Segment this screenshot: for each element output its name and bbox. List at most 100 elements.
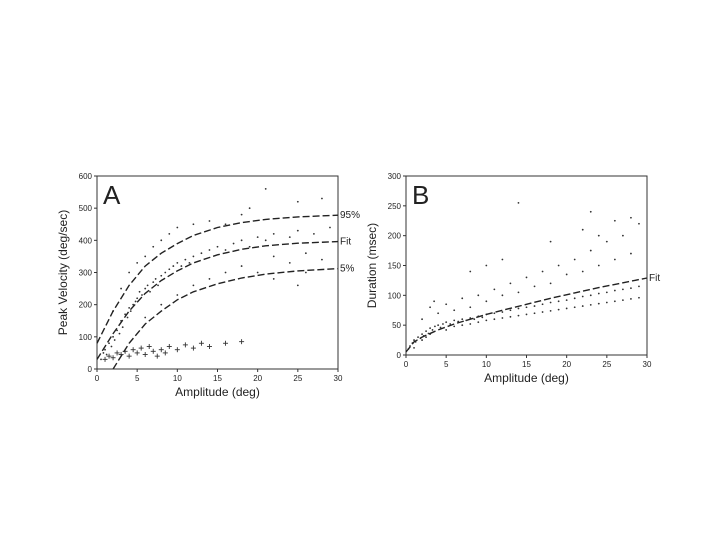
y-tick-label: 300 [388, 172, 402, 181]
data-point [120, 287, 122, 290]
data-point [164, 271, 167, 274]
data-point [589, 249, 592, 252]
data-point [630, 216, 632, 219]
data-point [240, 239, 243, 242]
data-point [573, 297, 576, 300]
data-point [200, 252, 203, 255]
data-point [630, 252, 632, 255]
data-point [541, 270, 544, 273]
data-point [304, 252, 307, 255]
data-point-plus [142, 352, 148, 358]
data-point [128, 306, 131, 309]
data-point [437, 324, 440, 327]
data-point [461, 324, 464, 327]
data-point [517, 201, 520, 204]
data-point [427, 332, 430, 335]
data-point-plus [106, 353, 112, 359]
data-point-plus [182, 342, 188, 348]
data-point [622, 288, 624, 291]
x-tick-label: 20 [253, 374, 262, 383]
data-point [605, 291, 608, 294]
data-point [152, 281, 155, 284]
data-point [168, 268, 171, 271]
data-point [248, 207, 251, 210]
data-point [160, 303, 163, 306]
data-point [108, 342, 110, 345]
data-point [469, 270, 472, 273]
data-point [172, 265, 175, 267]
data-point [469, 323, 472, 325]
data-point [112, 335, 114, 338]
data-point [272, 278, 275, 280]
data-point [439, 326, 442, 329]
data-point [461, 297, 464, 300]
data-point [421, 318, 423, 321]
data-point [129, 310, 132, 312]
data-point [240, 213, 243, 216]
data-point [425, 336, 427, 338]
data-point [485, 300, 488, 303]
curve-5pct [112, 267, 339, 370]
data-point [565, 307, 568, 310]
data-point [613, 219, 616, 222]
data-point [477, 321, 480, 324]
curve-label: Fit [649, 273, 660, 284]
data-point [413, 339, 415, 341]
data-point [128, 271, 131, 274]
data-point [126, 316, 129, 319]
x-tick-label: 15 [522, 360, 531, 369]
data-point [613, 300, 616, 303]
data-point [431, 329, 434, 331]
data-point [445, 329, 448, 331]
x-tick-label: 10 [173, 374, 182, 383]
data-point [589, 303, 592, 306]
data-point [581, 305, 584, 307]
panel-a-frame [96, 175, 339, 370]
data-point [533, 305, 536, 307]
data-point [141, 294, 143, 296]
panel-letter: A [103, 180, 121, 210]
data-point [501, 317, 504, 319]
data-point [589, 294, 592, 297]
data-point [437, 312, 440, 315]
y-tick-label: 150 [388, 262, 402, 271]
data-point [501, 258, 504, 261]
data-point [110, 345, 113, 348]
curve-label: 5% [340, 264, 355, 275]
data-point [188, 261, 191, 264]
data-point [149, 290, 151, 293]
data-point [581, 228, 584, 231]
x-axis-label: Amplitude (deg) [484, 371, 569, 385]
panel-letter: B [412, 180, 429, 210]
data-point [517, 307, 520, 310]
data-point [157, 284, 159, 287]
x-tick-label: 20 [562, 360, 571, 369]
panel-a: 0 5 10 15 20 25 300100200300400500600Amplitude… [56, 172, 360, 399]
x-tick-label: 5 [135, 374, 140, 383]
data-point [138, 290, 141, 293]
data-point [121, 326, 124, 329]
data-point [321, 258, 323, 261]
data-point [224, 271, 227, 274]
data-point [557, 300, 560, 303]
data-point [288, 236, 291, 239]
data-point [605, 301, 608, 304]
data-point [136, 297, 139, 300]
y-tick-label: 600 [79, 172, 93, 181]
data-point [417, 336, 419, 338]
data-point [176, 294, 179, 296]
data-point [453, 309, 456, 312]
curve-fit [405, 277, 648, 353]
data-point [208, 220, 211, 222]
data-point [541, 311, 544, 313]
data-point-plus [190, 345, 196, 351]
data-point [509, 282, 512, 285]
data-point [622, 234, 624, 237]
data-point [442, 323, 444, 325]
data-point [565, 273, 568, 276]
data-point [180, 265, 183, 267]
curve-label: 95% [340, 210, 360, 221]
data-point-plus [206, 343, 212, 349]
data-point [232, 242, 235, 245]
